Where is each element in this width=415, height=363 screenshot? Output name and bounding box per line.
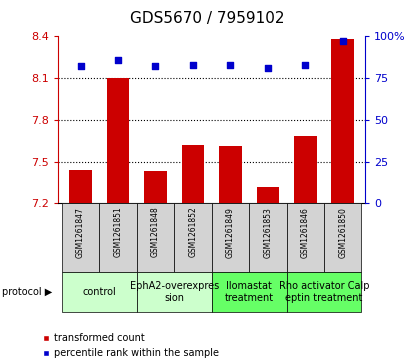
Point xyxy=(152,64,159,69)
Text: GSM1261848: GSM1261848 xyxy=(151,207,160,257)
Bar xyxy=(256,187,279,203)
Point xyxy=(302,62,309,68)
Bar xyxy=(107,78,129,203)
Bar xyxy=(294,136,317,203)
Bar xyxy=(62,203,99,272)
Point xyxy=(77,64,84,69)
Bar xyxy=(174,203,212,272)
Bar xyxy=(144,171,167,203)
Text: GSM1261846: GSM1261846 xyxy=(301,207,310,258)
Text: GDS5670 / 7959102: GDS5670 / 7959102 xyxy=(130,11,285,26)
Bar xyxy=(137,272,212,312)
Bar xyxy=(286,272,361,312)
Text: control: control xyxy=(83,287,116,297)
Point xyxy=(115,57,121,62)
Bar xyxy=(69,170,92,203)
Text: Rho activator Calp
eptin treatment: Rho activator Calp eptin treatment xyxy=(279,281,369,303)
Bar xyxy=(212,203,249,272)
Bar xyxy=(99,203,137,272)
Point xyxy=(190,62,196,68)
Bar xyxy=(212,272,286,312)
Bar xyxy=(332,39,354,203)
Bar xyxy=(324,203,361,272)
Text: GSM1261850: GSM1261850 xyxy=(338,207,347,258)
Bar xyxy=(62,272,137,312)
Bar xyxy=(137,203,174,272)
Point xyxy=(339,38,346,44)
Bar xyxy=(249,203,286,272)
Text: GSM1261847: GSM1261847 xyxy=(76,207,85,258)
Text: GSM1261849: GSM1261849 xyxy=(226,207,235,258)
Text: GSM1261853: GSM1261853 xyxy=(264,207,272,258)
Text: Ilomastat
treatment: Ilomastat treatment xyxy=(225,281,273,303)
Bar xyxy=(219,146,242,203)
Point xyxy=(227,62,234,68)
Legend: transformed count, percentile rank within the sample: transformed count, percentile rank withi… xyxy=(42,333,219,358)
Text: GSM1261852: GSM1261852 xyxy=(188,207,198,257)
Point xyxy=(264,65,271,71)
Bar xyxy=(286,203,324,272)
Text: GSM1261851: GSM1261851 xyxy=(114,207,122,257)
Bar xyxy=(182,145,204,203)
Text: protocol ▶: protocol ▶ xyxy=(2,287,52,297)
Text: EphA2-overexpres
sion: EphA2-overexpres sion xyxy=(129,281,219,303)
